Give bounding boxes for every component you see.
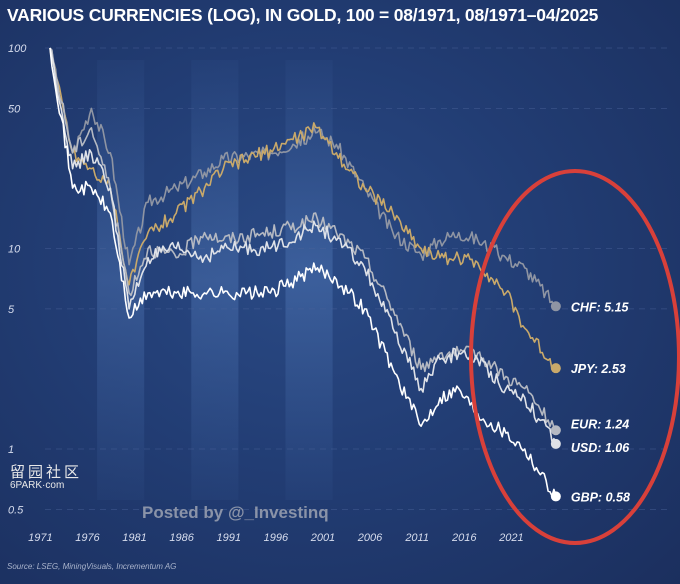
y-tick-label: 1: [8, 444, 14, 456]
source-note: Source: LSEG, MiningVisuals, Incrementum…: [7, 562, 177, 571]
posted-by-watermark: Posted by @_Investinq: [142, 503, 329, 522]
end-label-gbp: GBP: 0.58: [571, 490, 630, 504]
x-tick-label: 1976: [75, 532, 100, 544]
background-band: [285, 60, 333, 500]
series-line-chf: [49, 47, 557, 309]
end-marker-usd: [550, 438, 561, 449]
watermark-cn: 留园社区: [10, 464, 83, 481]
x-tick-label: 1986: [169, 532, 194, 544]
y-tick-label: 0.5: [8, 504, 24, 516]
end-label-chf: CHF: 5.15: [571, 300, 630, 314]
x-tick-label: 1991: [217, 532, 241, 544]
x-tick-label: 2016: [451, 532, 477, 544]
x-tick-label: 1996: [264, 532, 289, 544]
y-tick-label: 50: [8, 103, 21, 115]
end-label-eur: EUR: 1.24: [571, 417, 629, 431]
end-marker-chf: [550, 301, 561, 312]
background-band: [191, 60, 239, 500]
y-tick-label: 5: [8, 304, 15, 316]
series-line-jpy: [49, 47, 557, 371]
y-tick-label: 100: [8, 43, 27, 55]
end-marker-jpy: [550, 363, 561, 374]
highlight-ellipse: [469, 169, 680, 545]
y-tick-label: 10: [8, 244, 21, 256]
series-line-gbp: [49, 47, 557, 497]
chart-title: VARIOUS CURRENCIES (LOG), IN GOLD, 100 =…: [7, 5, 599, 25]
end-label-usd: USD: 1.06: [571, 441, 630, 455]
watermark-en: 6PARK·com: [10, 480, 65, 491]
end-label-jpy: JPY: 2.53: [571, 362, 626, 376]
x-tick-label: 2001: [310, 532, 335, 544]
end-marker-gbp: [550, 491, 561, 502]
x-tick-label: 1981: [122, 532, 146, 544]
x-tick-label: 2021: [498, 532, 523, 544]
x-tick-label: 1971: [28, 532, 52, 544]
x-tick-label: 2011: [404, 532, 429, 544]
site-watermark: 留园社区 6PARK·com: [10, 464, 83, 492]
end-marker-eur: [550, 425, 561, 436]
x-tick-label: 2006: [357, 532, 383, 544]
